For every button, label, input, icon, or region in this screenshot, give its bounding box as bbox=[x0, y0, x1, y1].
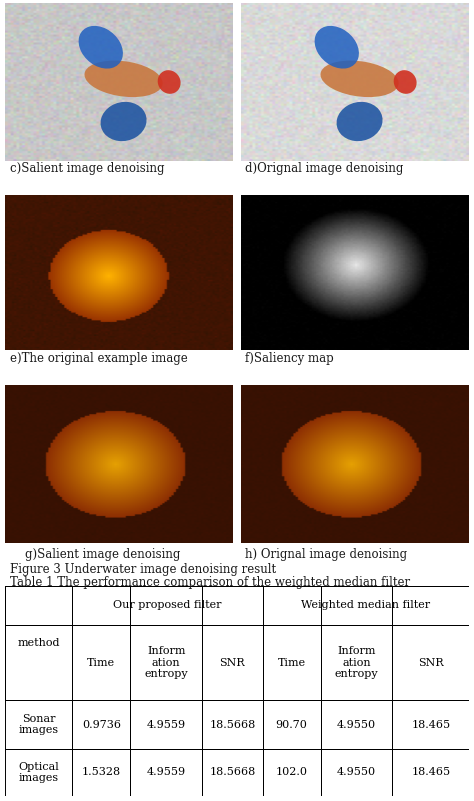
Text: 18.5668: 18.5668 bbox=[209, 719, 255, 730]
Text: Weighted median filter: Weighted median filter bbox=[301, 601, 430, 610]
Text: Time: Time bbox=[277, 658, 306, 668]
Text: 4.9559: 4.9559 bbox=[146, 719, 186, 730]
Text: Time: Time bbox=[87, 658, 115, 668]
Text: 18.5668: 18.5668 bbox=[209, 767, 255, 778]
Text: d)Orignal image denoising: d)Orignal image denoising bbox=[245, 162, 403, 175]
Ellipse shape bbox=[84, 61, 163, 97]
Text: c)Salient image denoising: c)Salient image denoising bbox=[10, 162, 164, 175]
Text: method: method bbox=[18, 638, 60, 648]
Text: 0.9736: 0.9736 bbox=[82, 719, 121, 730]
Text: 1.5328: 1.5328 bbox=[82, 767, 121, 778]
Text: Optical
images: Optical images bbox=[18, 762, 59, 783]
Text: Inform
ation
entropy: Inform ation entropy bbox=[145, 646, 188, 679]
Text: Table 1 The performance comparison of the weighted median filter: Table 1 The performance comparison of th… bbox=[10, 576, 410, 589]
Text: f)Saliency map: f)Saliency map bbox=[245, 352, 334, 365]
Ellipse shape bbox=[394, 70, 417, 94]
Text: e)The original example image: e)The original example image bbox=[10, 352, 188, 365]
Text: 4.9559: 4.9559 bbox=[146, 767, 186, 778]
Text: Our proposed filter: Our proposed filter bbox=[113, 601, 222, 610]
Ellipse shape bbox=[337, 102, 383, 141]
Text: h) Orignal image denoising: h) Orignal image denoising bbox=[245, 548, 407, 561]
Text: 4.9550: 4.9550 bbox=[337, 719, 376, 730]
Text: 102.0: 102.0 bbox=[275, 767, 308, 778]
Text: 18.465: 18.465 bbox=[411, 767, 450, 778]
Text: 90.70: 90.70 bbox=[275, 719, 308, 730]
Ellipse shape bbox=[100, 102, 146, 141]
Ellipse shape bbox=[320, 61, 399, 97]
Text: 4.9550: 4.9550 bbox=[337, 767, 376, 778]
Text: SNR: SNR bbox=[219, 658, 245, 668]
Text: Figure 3 Underwater image denoising result: Figure 3 Underwater image denoising resu… bbox=[10, 563, 276, 576]
Ellipse shape bbox=[158, 70, 181, 94]
Text: g)Salient image denoising: g)Salient image denoising bbox=[25, 548, 181, 561]
Ellipse shape bbox=[79, 26, 123, 69]
Ellipse shape bbox=[315, 26, 359, 69]
Text: Sonar
images: Sonar images bbox=[18, 714, 59, 735]
Text: SNR: SNR bbox=[418, 658, 444, 668]
Text: Inform
ation
entropy: Inform ation entropy bbox=[335, 646, 378, 679]
Text: 18.465: 18.465 bbox=[411, 719, 450, 730]
